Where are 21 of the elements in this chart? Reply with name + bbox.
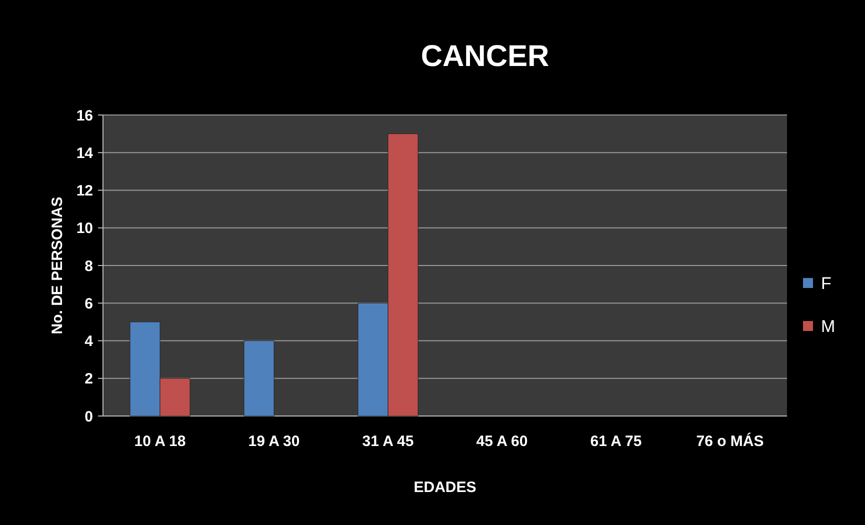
y-tick-label: 14: [76, 144, 94, 162]
x-tick-label: 19 A 30: [248, 433, 300, 450]
legend-label: F: [821, 274, 832, 293]
x-tick-label: 10 A 18: [134, 433, 186, 450]
x-tick-label: 76 o MÁS: [696, 432, 764, 450]
y-axis-title: No. DE PERSONAS: [49, 196, 66, 334]
legend-label: M: [821, 316, 836, 336]
y-tick-label: 12: [76, 182, 93, 200]
y-tick-label: 0: [84, 408, 93, 426]
x-tick-label: 31 A 45: [362, 433, 414, 450]
bar: [244, 340, 274, 416]
x-tick-label: 61 A 75: [590, 433, 642, 450]
y-tick-label: 4: [84, 333, 94, 350]
x-axis-title: EDADES: [414, 479, 476, 496]
y-tick-label: 8: [84, 258, 93, 275]
y-tick-label: 16: [76, 107, 93, 124]
y-tick-label: 6: [84, 295, 93, 312]
x-tick-label: 45 A 60: [476, 433, 528, 450]
chart-title: CANCER: [420, 40, 550, 73]
y-tick-label: 2: [84, 370, 93, 388]
y-tick-label: 10: [76, 220, 93, 238]
